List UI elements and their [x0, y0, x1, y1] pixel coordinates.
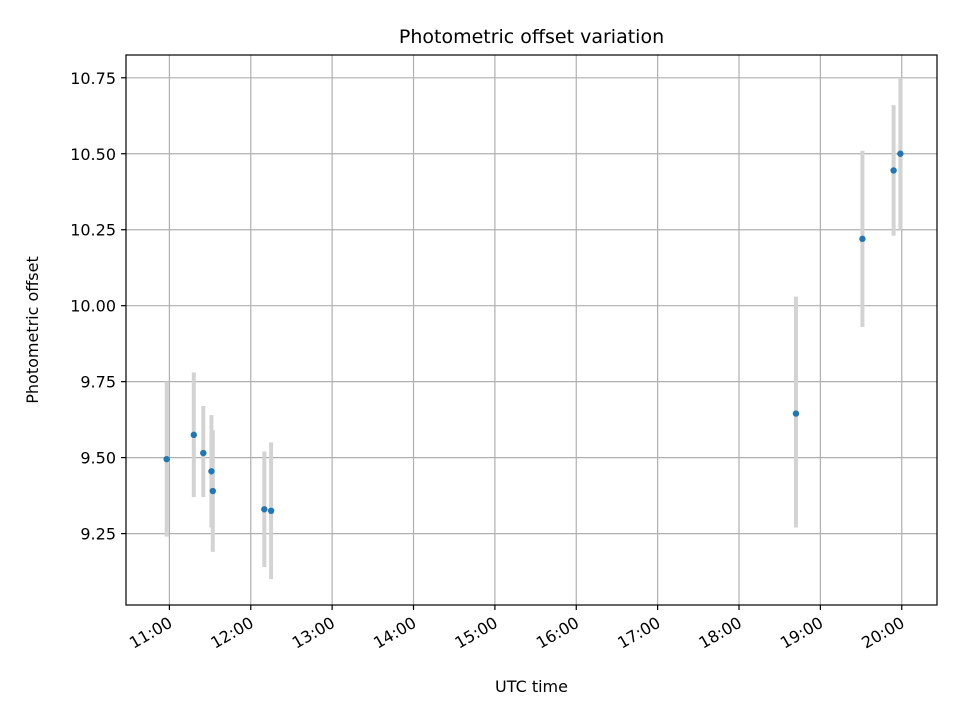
- data-point: [890, 167, 897, 174]
- y-tick-label: 10.00: [70, 297, 116, 316]
- y-axis: 9.25 9.50 9.75 10.00 10.25 10.50 10.75: [70, 69, 126, 544]
- data-point: [208, 468, 215, 475]
- data-point: [792, 410, 800, 417]
- data-point: [209, 487, 216, 495]
- data-point: [897, 150, 904, 157]
- chart-title: Photometric offset variation: [399, 26, 664, 48]
- data-point: [163, 455, 170, 463]
- x-axis-label: UTC time: [495, 677, 568, 696]
- y-tick-label: 10.25: [70, 221, 116, 240]
- data-point: [267, 507, 275, 515]
- data-points: [163, 150, 904, 515]
- y-axis-label: Photometric offset: [23, 256, 42, 404]
- plot-frame: [125, 54, 938, 606]
- grid: [126, 55, 937, 605]
- data-point: [190, 431, 198, 439]
- y-tick-label: 9.50: [80, 449, 116, 468]
- y-tick-label: 10.50: [70, 145, 116, 164]
- data-point: [859, 235, 866, 243]
- y-tick-label: 9.75: [80, 373, 116, 392]
- y-tick-label: 10.75: [70, 69, 116, 88]
- data-point: [200, 449, 207, 457]
- data-point: [261, 506, 268, 513]
- y-tick-label: 9.25: [80, 525, 116, 544]
